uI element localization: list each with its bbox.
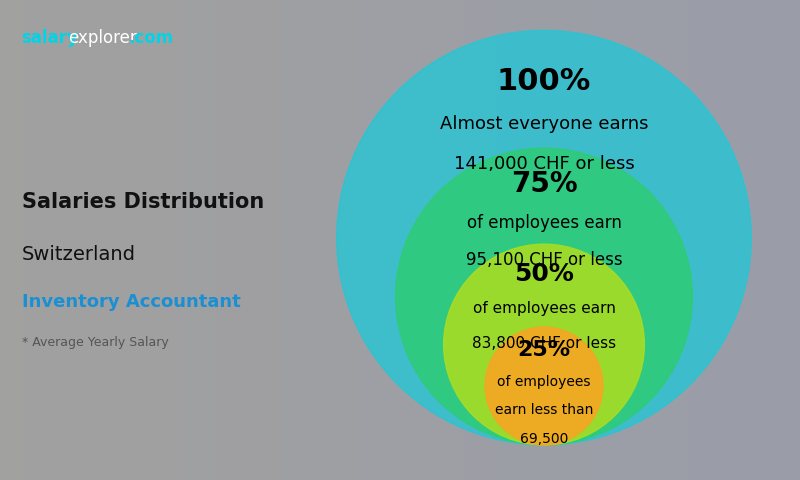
Circle shape [396, 148, 692, 445]
Text: 141,000 CHF or less: 141,000 CHF or less [454, 155, 634, 173]
Text: of employees earn: of employees earn [473, 301, 615, 316]
Text: Salaries Distribution: Salaries Distribution [22, 192, 264, 212]
Text: of employees earn: of employees earn [466, 214, 622, 232]
Text: 50%: 50% [514, 262, 574, 286]
Circle shape [485, 327, 603, 445]
Text: * Average Yearly Salary: * Average Yearly Salary [22, 336, 168, 349]
Text: .com: .com [128, 29, 173, 47]
Text: salary: salary [22, 29, 78, 47]
Text: Inventory Accountant: Inventory Accountant [22, 293, 240, 311]
Text: 100%: 100% [497, 67, 591, 96]
Text: 25%: 25% [518, 340, 570, 360]
Text: earn less than: earn less than [495, 403, 593, 418]
Text: of employees: of employees [498, 375, 590, 389]
Text: Switzerland: Switzerland [22, 245, 135, 264]
Text: Almost everyone earns: Almost everyone earns [440, 115, 648, 133]
Text: explorer: explorer [69, 29, 137, 47]
Text: 83,800 CHF or less: 83,800 CHF or less [472, 336, 616, 351]
Circle shape [337, 30, 751, 445]
Circle shape [444, 244, 644, 445]
Text: 95,100 CHF or less: 95,100 CHF or less [466, 251, 622, 269]
Text: 69,500: 69,500 [520, 432, 568, 446]
Text: 75%: 75% [510, 170, 578, 198]
